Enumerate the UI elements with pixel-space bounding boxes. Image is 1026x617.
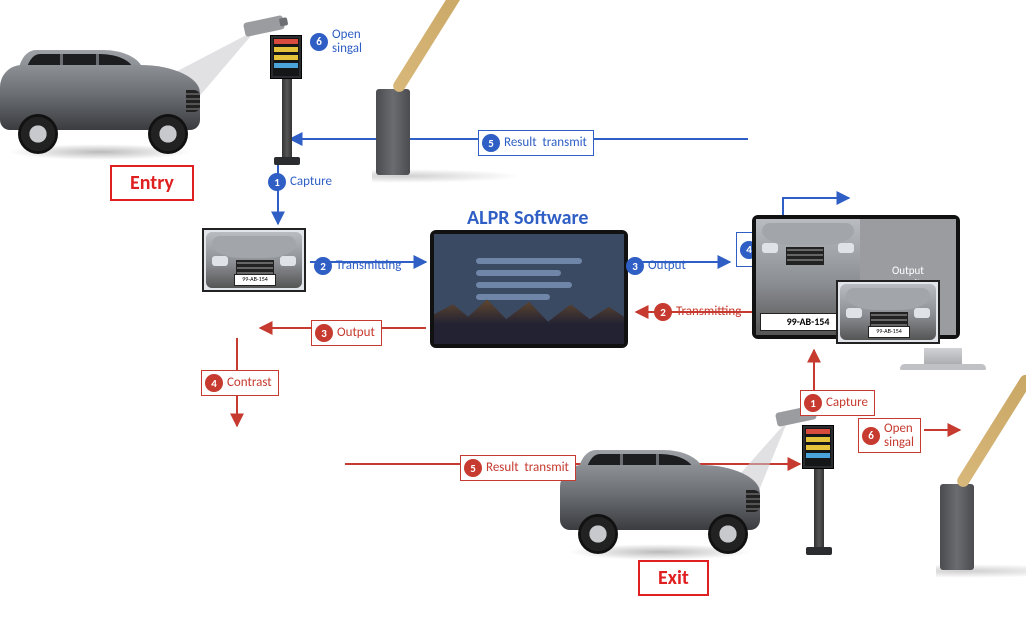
step-exit-1: 1Capture: [800, 390, 875, 416]
software-title: ALPR Software: [467, 206, 588, 230]
step-exit-3: 3Output: [311, 320, 382, 346]
plate-text-exit: 99-AB-154: [868, 326, 910, 338]
step-entry-5: 5Result transmit: [478, 130, 594, 156]
step-entry-3: 3Output: [626, 257, 686, 275]
step-entry-1: 1Capture: [268, 173, 332, 191]
captured-image-exit: 99-AB-154: [836, 280, 940, 344]
step-entry-6: 6Open singal: [310, 28, 362, 55]
diagram-canvas: Entry 99-AB-154 ALPR Software: [0, 0, 1026, 617]
entry-section-label: Entry: [110, 165, 194, 201]
camera-display-exit: [802, 425, 834, 469]
vehicle-exit: [560, 450, 760, 550]
vehicle-entry: [0, 50, 200, 150]
step-exit-6: 6Open singal: [858, 418, 921, 453]
step-exit-4: 4Contrast: [201, 370, 279, 396]
camera-display-entry: [270, 35, 302, 79]
step-exit-2: 2Transmitting: [654, 303, 741, 321]
exit-section-label: Exit: [638, 560, 709, 596]
plate-text-entry: 99-AB-154: [234, 274, 276, 286]
captured-image-entry: 99-AB-154: [202, 228, 306, 292]
step-entry-2: 2Transmitting: [314, 257, 401, 275]
step-exit-5: 5Result transmit: [460, 455, 576, 481]
